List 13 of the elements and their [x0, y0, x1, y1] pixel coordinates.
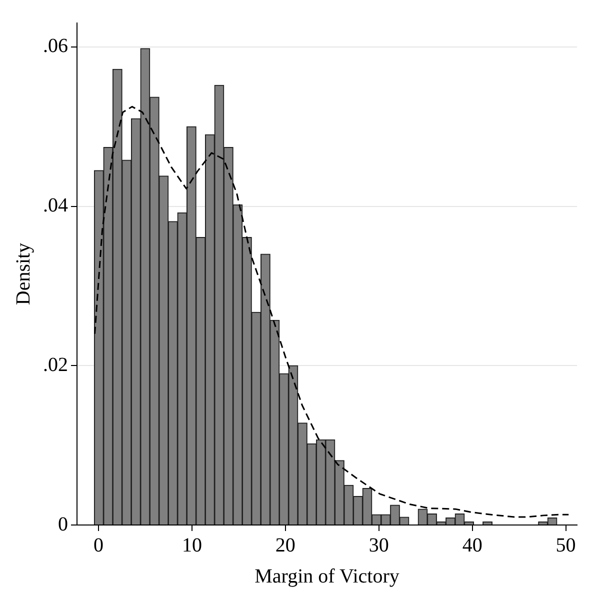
- y-tick-label: .04: [43, 194, 68, 217]
- x-tick-label: 30: [368, 534, 389, 556]
- x-tick-label: 0: [93, 534, 104, 556]
- y-tick-label: .06: [43, 35, 68, 58]
- x-tick-label: 20: [275, 534, 296, 556]
- x-tick-label: 10: [182, 534, 202, 556]
- x-axis-title: Margin of Victory: [254, 565, 400, 588]
- y-tick-label: 0: [58, 513, 68, 536]
- x-tick-label: 40: [462, 534, 482, 556]
- x-tick-label: 50: [556, 534, 576, 556]
- y-tick-label: .02: [43, 354, 68, 376]
- line-series: [94, 106, 570, 518]
- y-axis-title: Density: [12, 242, 34, 306]
